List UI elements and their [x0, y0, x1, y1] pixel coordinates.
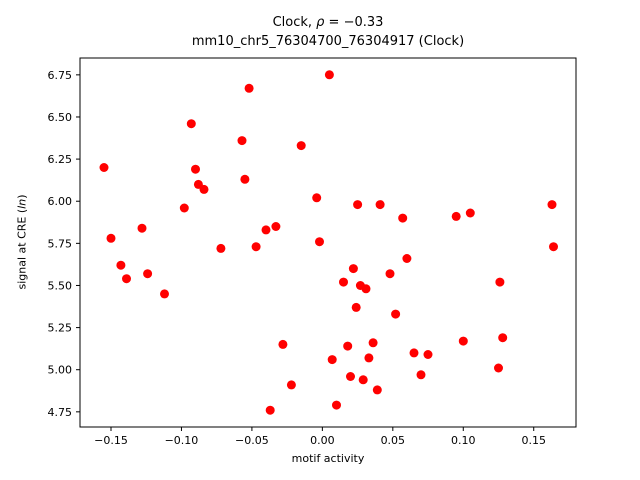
- data-point: [494, 363, 503, 373]
- data-point: [402, 254, 412, 263]
- data-point: [332, 400, 341, 410]
- y-tick-label: 6.50: [48, 111, 73, 124]
- data-point: [312, 193, 322, 203]
- data-point: [199, 184, 209, 194]
- y-axis-label-prefix: signal at CRE (: [15, 208, 29, 290]
- data-point: [99, 163, 109, 172]
- data-point: [368, 338, 378, 348]
- x-axis-label: motif activity: [291, 452, 365, 465]
- data-point: [160, 289, 169, 299]
- data-point: [116, 260, 126, 270]
- axes-spines: [79, 57, 577, 428]
- y-tick-label: 6.75: [48, 69, 73, 82]
- data-point: [191, 164, 200, 174]
- data-point: [324, 70, 334, 80]
- chart-subtitle: mm10_chr5_76304700_76304917 (Clock): [191, 34, 465, 49]
- y-tick-label: 5.00: [48, 364, 73, 377]
- data-point: [416, 370, 426, 380]
- data-point: [375, 200, 385, 210]
- data-point: [251, 242, 261, 252]
- data-point: [137, 223, 147, 233]
- data-point: [339, 277, 348, 287]
- x-tick-label: 0.05: [381, 434, 406, 447]
- y-tick-label: 6.25: [48, 153, 73, 166]
- data-point: [465, 208, 475, 218]
- data-point: [451, 211, 461, 221]
- x-tick-label: −0.10: [165, 434, 199, 447]
- data-point: [186, 119, 196, 129]
- x-tick-label: 0.10: [451, 434, 476, 447]
- data-point: [398, 213, 408, 223]
- data-point: [358, 375, 368, 385]
- data-point: [364, 353, 374, 363]
- y-tick-label: 5.50: [48, 279, 73, 292]
- data-point: [327, 355, 337, 365]
- data-point: [458, 336, 468, 346]
- data-point: [179, 203, 189, 213]
- y-axis-label-italic: ln: [15, 198, 29, 209]
- data-point: [409, 348, 419, 358]
- y-tick-label: 6.00: [48, 195, 73, 208]
- data-point: [343, 341, 353, 351]
- chart-title-prefix: Clock,: [272, 15, 317, 30]
- data-point: [346, 372, 355, 381]
- data-point: [391, 309, 401, 319]
- data-point: [547, 200, 557, 210]
- data-point: [106, 233, 116, 243]
- data-point: [122, 274, 131, 284]
- y-tick-label: 5.25: [48, 322, 73, 335]
- data-point: [271, 222, 281, 231]
- data-point: [265, 405, 275, 415]
- chart-title: Clock, ρ = −0.33: [80, 14, 576, 32]
- data-point: [348, 264, 358, 274]
- y-axis-label: signal at CRE (ln): [16, 195, 29, 290]
- x-tick-label: −0.05: [235, 434, 269, 447]
- data-point: [278, 339, 288, 349]
- y-tick-label: 4.75: [48, 406, 73, 419]
- data-point: [549, 242, 558, 252]
- data-point: [385, 269, 395, 279]
- data-point: [286, 380, 296, 390]
- data-point: [351, 302, 361, 312]
- x-tick-label: 0.00: [310, 434, 335, 447]
- y-tick-label: 5.75: [48, 237, 73, 250]
- x-tick-label: 0.15: [521, 434, 546, 447]
- data-point: [372, 385, 382, 395]
- data-point: [296, 141, 306, 151]
- data-point: [361, 284, 371, 294]
- data-point: [353, 200, 363, 210]
- data-point: [498, 333, 508, 343]
- y-axis-label-suffix: ): [15, 194, 29, 199]
- data-point: [237, 136, 247, 146]
- data-point: [315, 237, 324, 247]
- x-tick-label: −0.15: [94, 434, 128, 447]
- data-point: [143, 269, 153, 279]
- data-point: [240, 174, 250, 184]
- data-point: [261, 225, 271, 235]
- chart-title-rho: ρ: [316, 15, 325, 30]
- data-point: [244, 83, 254, 93]
- data-point: [216, 243, 226, 253]
- data-point: [423, 350, 433, 359]
- data-point: [495, 277, 505, 287]
- chart-title-suffix: = −0.33: [324, 15, 384, 30]
